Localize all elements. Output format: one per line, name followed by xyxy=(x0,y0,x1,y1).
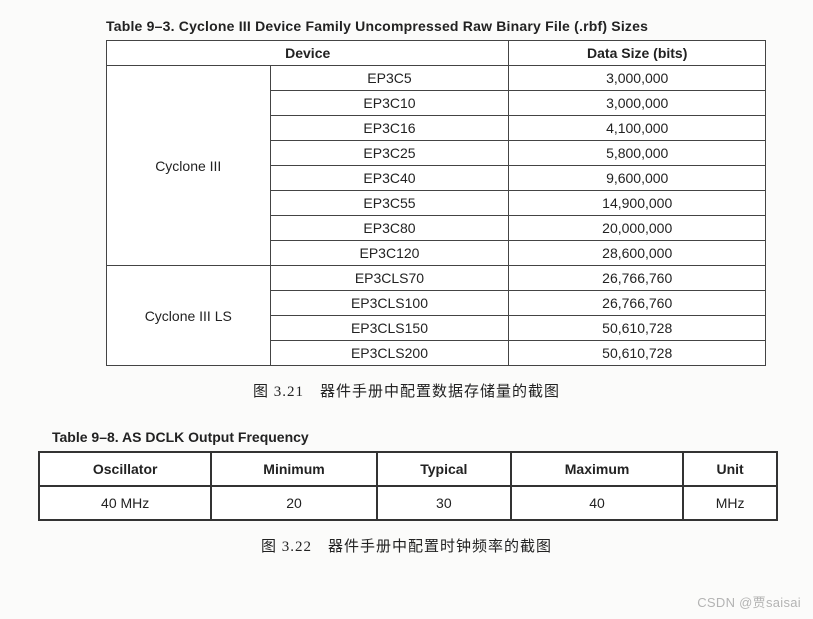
table1-header-row: Device Data Size (bits) xyxy=(107,41,766,66)
table1-caption: 图 3.21 器件手册中配置数据存储量的截图 xyxy=(28,380,785,401)
table2-header-maximum: Maximum xyxy=(511,452,683,486)
table1-size-cell: 50,610,728 xyxy=(509,341,766,366)
table1-family-cell: Cyclone III LS xyxy=(107,266,271,366)
table1-header-size: Data Size (bits) xyxy=(509,41,766,66)
table2-header-unit: Unit xyxy=(683,452,777,486)
table2-title: Table 9–8. AS DCLK Output Frequency xyxy=(52,429,785,445)
table1-size-cell: 14,900,000 xyxy=(509,191,766,216)
table2-cell-minimum: 20 xyxy=(211,486,376,520)
table2-cell-typical: 30 xyxy=(377,486,511,520)
table1-part-cell: EP3C120 xyxy=(270,241,509,266)
table1-row: Cyclone IIIEP3C53,000,000 xyxy=(107,66,766,91)
table1-part-cell: EP3CLS70 xyxy=(270,266,509,291)
table1-size-cell: 3,000,000 xyxy=(509,66,766,91)
table2-cell-unit: MHz xyxy=(683,486,777,520)
table1-size-cell: 4,100,000 xyxy=(509,116,766,141)
table1-size-cell: 9,600,000 xyxy=(509,166,766,191)
table1-title: Table 9–3. Cyclone III Device Family Unc… xyxy=(106,18,785,34)
table1-part-cell: EP3C16 xyxy=(270,116,509,141)
table1-row: Cyclone III LSEP3CLS7026,766,760 xyxy=(107,266,766,291)
table1: Device Data Size (bits) Cyclone IIIEP3C5… xyxy=(106,40,766,366)
table2-cell-maximum: 40 xyxy=(511,486,683,520)
table1-header-device: Device xyxy=(107,41,509,66)
table1-size-cell: 50,610,728 xyxy=(509,316,766,341)
table1-part-cell: EP3CLS200 xyxy=(270,341,509,366)
table2-header-typical: Typical xyxy=(377,452,511,486)
table2-header-oscillator: Oscillator xyxy=(39,452,211,486)
table1-size-cell: 20,000,000 xyxy=(509,216,766,241)
table2-header-row: Oscillator Minimum Typical Maximum Unit xyxy=(39,452,777,486)
table1-part-cell: EP3C5 xyxy=(270,66,509,91)
table1-family-cell: Cyclone III xyxy=(107,66,271,266)
table2-caption: 图 3.22 器件手册中配置时钟频率的截图 xyxy=(28,535,785,556)
table1-size-cell: 5,800,000 xyxy=(509,141,766,166)
table1-size-cell: 26,766,760 xyxy=(509,291,766,316)
table1-part-cell: EP3C55 xyxy=(270,191,509,216)
table1-part-cell: EP3C80 xyxy=(270,216,509,241)
table2-row: 40 MHz 20 30 40 MHz xyxy=(39,486,777,520)
table2-cell-oscillator: 40 MHz xyxy=(39,486,211,520)
table2-header-minimum: Minimum xyxy=(211,452,376,486)
table1-part-cell: EP3C25 xyxy=(270,141,509,166)
table1-part-cell: EP3C10 xyxy=(270,91,509,116)
watermark: CSDN @贾saisai xyxy=(697,592,801,611)
table1-size-cell: 28,600,000 xyxy=(509,241,766,266)
table2: Oscillator Minimum Typical Maximum Unit … xyxy=(38,451,778,521)
table1-part-cell: EP3CLS150 xyxy=(270,316,509,341)
table1-size-cell: 3,000,000 xyxy=(509,91,766,116)
table1-part-cell: EP3C40 xyxy=(270,166,509,191)
table1-size-cell: 26,766,760 xyxy=(509,266,766,291)
table1-part-cell: EP3CLS100 xyxy=(270,291,509,316)
